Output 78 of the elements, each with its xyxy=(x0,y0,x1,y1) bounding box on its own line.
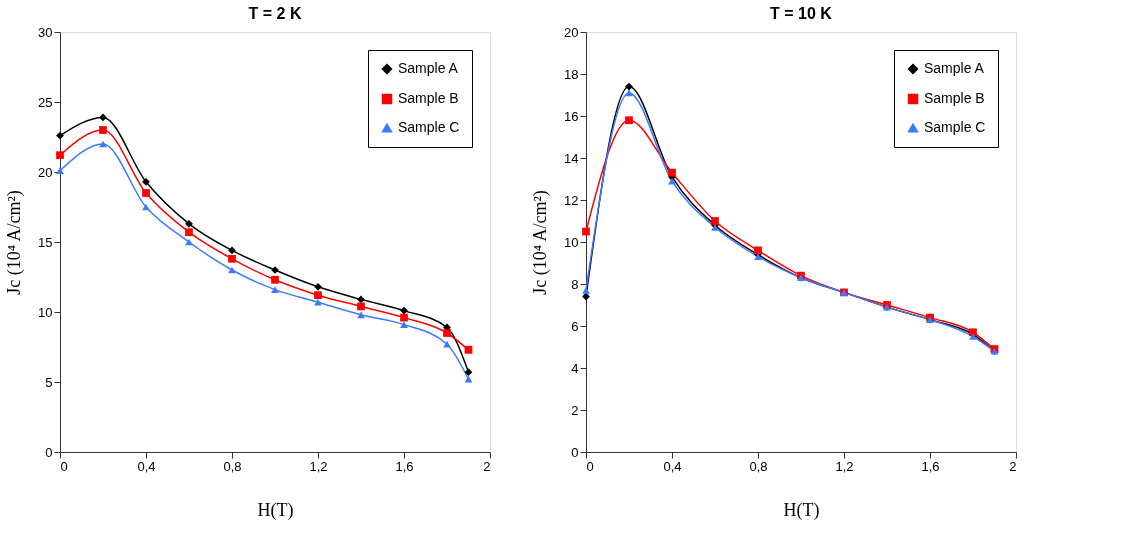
x-tick-label: 0 xyxy=(60,458,68,474)
x-axis-title: H(T) xyxy=(257,499,294,521)
y-axis-title: Jc (10⁴ A/cm²) xyxy=(4,190,26,295)
point xyxy=(582,286,590,294)
point xyxy=(464,368,473,377)
y-tick-label: 0 xyxy=(45,444,53,460)
point xyxy=(357,295,365,304)
y-tick-label: 5 xyxy=(45,374,53,390)
y-tick-label: 0 xyxy=(571,444,579,460)
y-tick-label: 18 xyxy=(564,66,579,82)
point xyxy=(56,151,64,160)
x-tick-label: 1,2 xyxy=(309,458,328,474)
x-tick-label: 0,4 xyxy=(137,458,156,474)
point xyxy=(99,126,107,134)
y-tick-label: 2 xyxy=(571,402,579,418)
point xyxy=(142,189,150,197)
chart-title: T = 2 K xyxy=(248,5,302,22)
point xyxy=(357,302,365,311)
y-tick-label: 12 xyxy=(564,192,579,208)
y-tick-label: 14 xyxy=(564,150,579,166)
point xyxy=(99,113,107,122)
point xyxy=(142,177,150,186)
y-tick-label: 30 xyxy=(38,24,53,40)
point xyxy=(754,246,762,255)
point xyxy=(582,227,590,236)
point xyxy=(314,298,322,306)
x-tick-label: 2 xyxy=(1009,458,1017,474)
x-tick-label: 0 xyxy=(586,458,594,474)
point xyxy=(625,116,633,125)
y-tick-label: 15 xyxy=(38,234,53,250)
legend-label: Sample B xyxy=(924,90,985,106)
legend-label: Sample A xyxy=(398,60,459,76)
point xyxy=(443,329,451,337)
point xyxy=(668,168,676,177)
point xyxy=(357,311,365,319)
point xyxy=(400,313,408,322)
y-tick-label: 6 xyxy=(571,318,579,334)
x-tick-label: 0,8 xyxy=(749,458,768,474)
x-tick-label: 1,6 xyxy=(921,458,940,474)
y-tick-label: 20 xyxy=(564,24,579,40)
y-tick-label: 16 xyxy=(564,108,579,124)
point xyxy=(185,219,193,228)
point xyxy=(314,282,322,291)
point xyxy=(625,82,633,91)
chart-title: T = 10 K xyxy=(770,5,833,22)
point xyxy=(271,275,279,284)
x-axis-title: H(T) xyxy=(783,499,820,521)
point xyxy=(464,345,473,354)
point xyxy=(271,286,279,293)
legend-label: Sample C xyxy=(924,119,986,135)
point xyxy=(711,217,719,225)
x-tick-label: 2 xyxy=(483,458,491,474)
y-tick-label: 4 xyxy=(571,360,579,376)
point xyxy=(464,375,473,383)
y-axis-title: Jc (10⁴ A/cm²) xyxy=(530,190,552,295)
legend-label: Sample B xyxy=(398,90,459,106)
y-tick-label: 20 xyxy=(38,164,53,180)
point xyxy=(228,254,236,263)
legend-label: Sample A xyxy=(924,60,985,76)
point xyxy=(582,292,590,301)
point xyxy=(625,89,633,97)
x-tick-label: 0,8 xyxy=(223,458,242,474)
point xyxy=(314,291,322,300)
y-tick-label: 8 xyxy=(571,276,579,292)
point xyxy=(228,246,236,255)
x-tick-label: 0,4 xyxy=(663,458,682,474)
point xyxy=(400,321,408,328)
point xyxy=(443,340,451,348)
y-tick-label: 10 xyxy=(564,234,579,250)
legend-label: Sample C xyxy=(398,119,460,135)
y-tick-label: 25 xyxy=(38,94,53,110)
point xyxy=(56,167,64,174)
point xyxy=(56,131,64,140)
point xyxy=(400,306,408,315)
x-tick-label: 1,6 xyxy=(395,458,414,474)
x-tick-label: 1,2 xyxy=(835,458,854,474)
y-tick-label: 10 xyxy=(38,304,53,320)
point xyxy=(185,228,193,237)
